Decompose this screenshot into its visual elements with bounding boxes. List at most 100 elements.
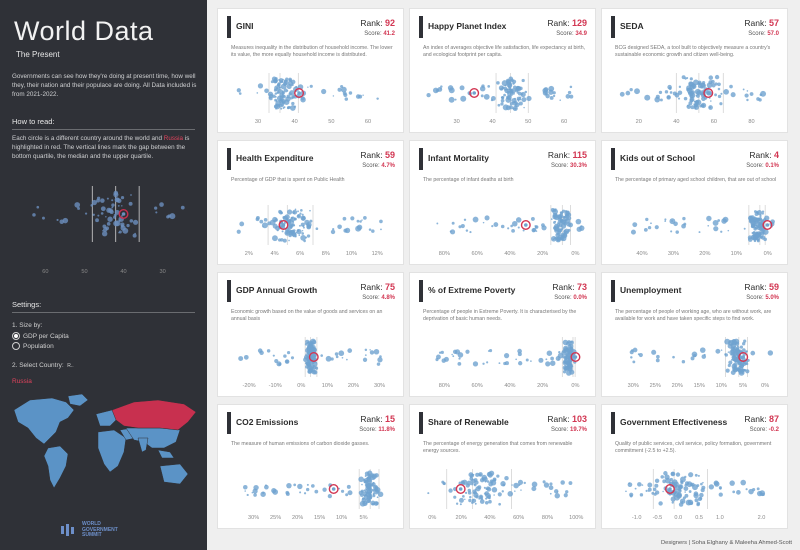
country-point[interactable]	[113, 213, 117, 217]
country-point[interactable]	[276, 83, 281, 87]
country-point[interactable]	[747, 235, 753, 240]
country-point[interactable]	[483, 93, 490, 100]
country-point[interactable]	[484, 215, 490, 221]
country-point[interactable]	[308, 367, 311, 370]
country-point[interactable]	[475, 472, 480, 477]
country-point[interactable]	[337, 224, 342, 230]
country-point[interactable]	[516, 96, 521, 101]
country-point[interactable]	[694, 498, 699, 503]
beeswarm-chart[interactable]: -20% -10% 0% 10% 20% 30%	[218, 273, 405, 398]
country-point[interactable]	[555, 356, 561, 361]
beeswarm-chart[interactable]: 30 40 50 60	[410, 9, 597, 134]
country-point[interactable]	[558, 214, 562, 219]
country-point[interactable]	[510, 224, 513, 228]
beeswarm-chart[interactable]: 40% 30% 20% 10% 0%	[602, 141, 789, 266]
highlight-point[interactable]	[765, 223, 770, 227]
country-point[interactable]	[699, 85, 704, 89]
country-point[interactable]	[569, 94, 574, 99]
country-point[interactable]	[314, 489, 319, 494]
country-point[interactable]	[691, 351, 698, 358]
country-point[interactable]	[651, 491, 655, 495]
country-point[interactable]	[566, 222, 571, 227]
country-point[interactable]	[463, 218, 467, 221]
country-point[interactable]	[560, 227, 564, 231]
country-point[interactable]	[518, 101, 523, 106]
country-point[interactable]	[629, 87, 633, 92]
country-point[interactable]	[484, 500, 489, 505]
country-point[interactable]	[629, 494, 633, 498]
country-point[interactable]	[361, 483, 363, 486]
country-point[interactable]	[332, 95, 335, 97]
country-point[interactable]	[507, 227, 510, 230]
country-point[interactable]	[289, 229, 295, 235]
country-point[interactable]	[478, 472, 483, 477]
country-point[interactable]	[281, 230, 284, 233]
country-point[interactable]	[114, 209, 120, 215]
country-point[interactable]	[656, 354, 660, 359]
country-point[interactable]	[180, 205, 185, 210]
country-point[interactable]	[761, 212, 764, 215]
country-point[interactable]	[280, 238, 284, 242]
country-point[interactable]	[647, 482, 653, 488]
country-point[interactable]	[682, 216, 686, 221]
country-point[interactable]	[654, 225, 659, 230]
size-option-gdp[interactable]: GDP per Capita	[12, 332, 69, 340]
country-point[interactable]	[321, 88, 327, 95]
country-point[interactable]	[663, 471, 668, 476]
highlight-point[interactable]	[472, 91, 476, 95]
country-point[interactable]	[523, 106, 525, 109]
country-point[interactable]	[570, 369, 573, 372]
country-point[interactable]	[767, 350, 774, 356]
country-point[interactable]	[666, 95, 671, 99]
country-point[interactable]	[480, 94, 484, 98]
country-point[interactable]	[482, 221, 485, 224]
country-point[interactable]	[756, 238, 760, 242]
country-point[interactable]	[638, 352, 643, 358]
country-point[interactable]	[256, 92, 259, 94]
country-point[interactable]	[282, 238, 287, 243]
highlight-point[interactable]	[311, 355, 316, 359]
country-point[interactable]	[498, 85, 504, 91]
country-point[interactable]	[292, 209, 298, 215]
country-point[interactable]	[275, 100, 282, 107]
beeswarm-chart[interactable]: 30% 25% 20% 15% 10% 5% 0%	[602, 273, 789, 398]
country-point[interactable]	[548, 89, 554, 95]
country-point[interactable]	[126, 223, 130, 228]
country-point[interactable]	[550, 360, 556, 366]
country-point[interactable]	[684, 491, 687, 493]
country-point[interactable]	[281, 91, 285, 95]
country-point[interactable]	[298, 224, 301, 227]
country-point[interactable]	[74, 202, 81, 208]
country-point[interactable]	[274, 358, 279, 364]
country-point[interactable]	[743, 339, 747, 343]
country-point[interactable]	[641, 484, 644, 486]
country-point[interactable]	[735, 341, 740, 346]
country-point[interactable]	[283, 106, 286, 109]
country-point[interactable]	[459, 503, 462, 506]
country-point[interactable]	[505, 88, 509, 91]
country-point[interactable]	[440, 85, 443, 88]
country-point[interactable]	[128, 201, 133, 206]
size-option-population[interactable]: Population	[12, 342, 54, 350]
country-point[interactable]	[714, 74, 720, 80]
country-point[interactable]	[346, 358, 348, 361]
country-point[interactable]	[278, 78, 284, 83]
country-point[interactable]	[686, 87, 690, 92]
country-point[interactable]	[296, 229, 300, 232]
country-point[interactable]	[501, 80, 508, 87]
country-point[interactable]	[652, 487, 657, 492]
country-point[interactable]	[504, 475, 509, 481]
country-point[interactable]	[740, 479, 747, 486]
country-point[interactable]	[481, 478, 485, 481]
country-point[interactable]	[518, 361, 523, 366]
country-point[interactable]	[370, 483, 374, 487]
country-point[interactable]	[753, 239, 757, 243]
country-point[interactable]	[662, 490, 664, 493]
country-point[interactable]	[552, 94, 556, 98]
country-point[interactable]	[332, 228, 335, 231]
country-point[interactable]	[491, 224, 494, 228]
country-point[interactable]	[100, 212, 104, 215]
country-point[interactable]	[555, 232, 561, 238]
country-point[interactable]	[264, 88, 269, 94]
country-point[interactable]	[506, 90, 510, 94]
